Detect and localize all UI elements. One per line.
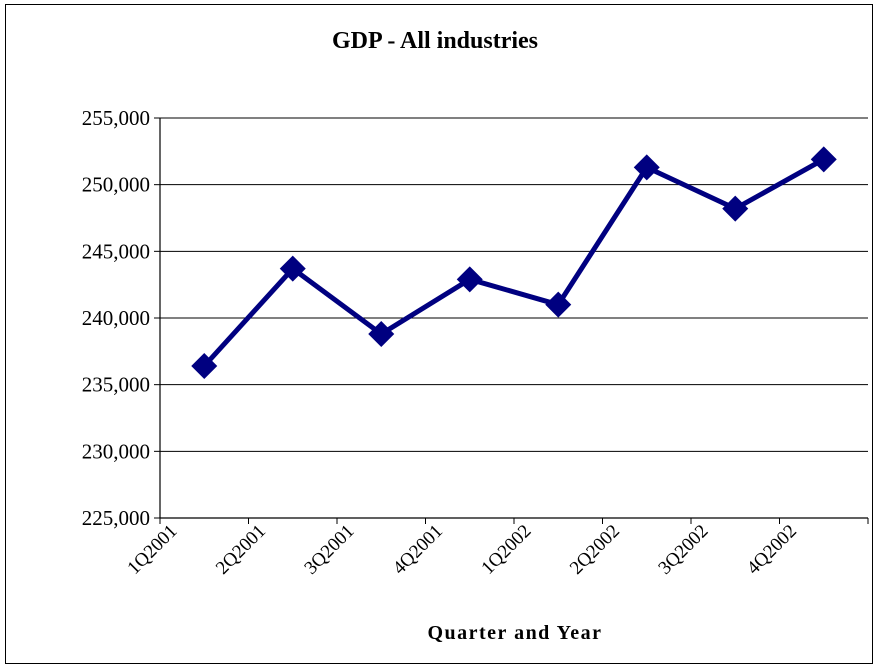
- x-tick-label: 1Q2002: [477, 521, 535, 579]
- data-point-marker: [545, 291, 572, 318]
- series-line: [202, 157, 825, 368]
- x-tick-label: 2Q2002: [566, 521, 624, 579]
- data-point-marker: [810, 146, 837, 173]
- x-tick-label: 4Q2001: [389, 521, 447, 579]
- y-tick-label: 245,000: [82, 239, 150, 263]
- data-point-marker: [722, 195, 749, 222]
- data-point-marker: [368, 321, 395, 347]
- y-tick-label: 230,000: [82, 439, 150, 463]
- y-tick-label: 250,000: [82, 173, 150, 197]
- x-axis-title: Quarter and Year: [427, 622, 603, 644]
- chart-title: GDP - All industries: [331, 28, 539, 54]
- y-tick-label: 240,000: [82, 306, 150, 330]
- y-tick-label: 255,000: [82, 106, 150, 130]
- x-tick-label: 3Q2002: [654, 521, 712, 579]
- x-tick-label: 2Q2001: [212, 521, 270, 579]
- y-tick-label: 235,000: [82, 373, 150, 397]
- data-point-marker: [191, 353, 218, 379]
- x-tick-label: 3Q2001: [300, 521, 358, 579]
- data-point-marker: [279, 255, 306, 282]
- y-tick-label: 225,000: [82, 506, 150, 530]
- chart-frame: [5, 4, 873, 664]
- data-point-marker: [456, 266, 483, 293]
- x-tick-label: 4Q2002: [743, 521, 801, 579]
- data-point-marker: [633, 154, 660, 181]
